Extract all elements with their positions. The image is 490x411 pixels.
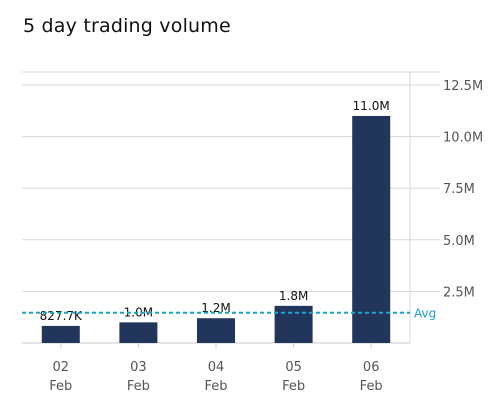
bar bbox=[274, 305, 313, 343]
x-tick-label-month: Feb bbox=[127, 379, 150, 394]
data-label: 1.0M bbox=[124, 305, 153, 319]
x-tick-label-day: 04 bbox=[208, 360, 225, 375]
data-label: 1.8M bbox=[279, 289, 308, 303]
bar bbox=[197, 318, 235, 343]
x-tick-label-month: Feb bbox=[282, 379, 305, 394]
bar bbox=[352, 115, 391, 344]
x-tick-label-day: 02 bbox=[53, 360, 70, 375]
x-tick-label-day: 05 bbox=[285, 360, 302, 375]
x-tick-label-month: Feb bbox=[204, 379, 227, 394]
y-tick-label: 10.0M bbox=[443, 131, 483, 146]
x-tick-label-day: 06 bbox=[363, 360, 380, 375]
y-tick-label: 12.5M bbox=[443, 79, 483, 94]
y-tick-label: 2.5M bbox=[443, 285, 475, 300]
data-label: 1.2M bbox=[201, 301, 230, 315]
average-label: Avg bbox=[414, 307, 436, 321]
y-tick-label: 5.0M bbox=[443, 234, 475, 249]
x-tick-label-month: Feb bbox=[49, 379, 72, 394]
data-label: 827.7K bbox=[40, 309, 83, 323]
data-label: 11.0M bbox=[353, 99, 390, 113]
x-tick-label-month: Feb bbox=[360, 379, 383, 394]
x-tick-label-day: 03 bbox=[130, 360, 147, 375]
bar bbox=[119, 322, 158, 343]
chart-title: 5 day trading volume bbox=[23, 15, 231, 37]
y-tick-label: 7.5M bbox=[443, 182, 475, 197]
bar bbox=[41, 325, 80, 343]
